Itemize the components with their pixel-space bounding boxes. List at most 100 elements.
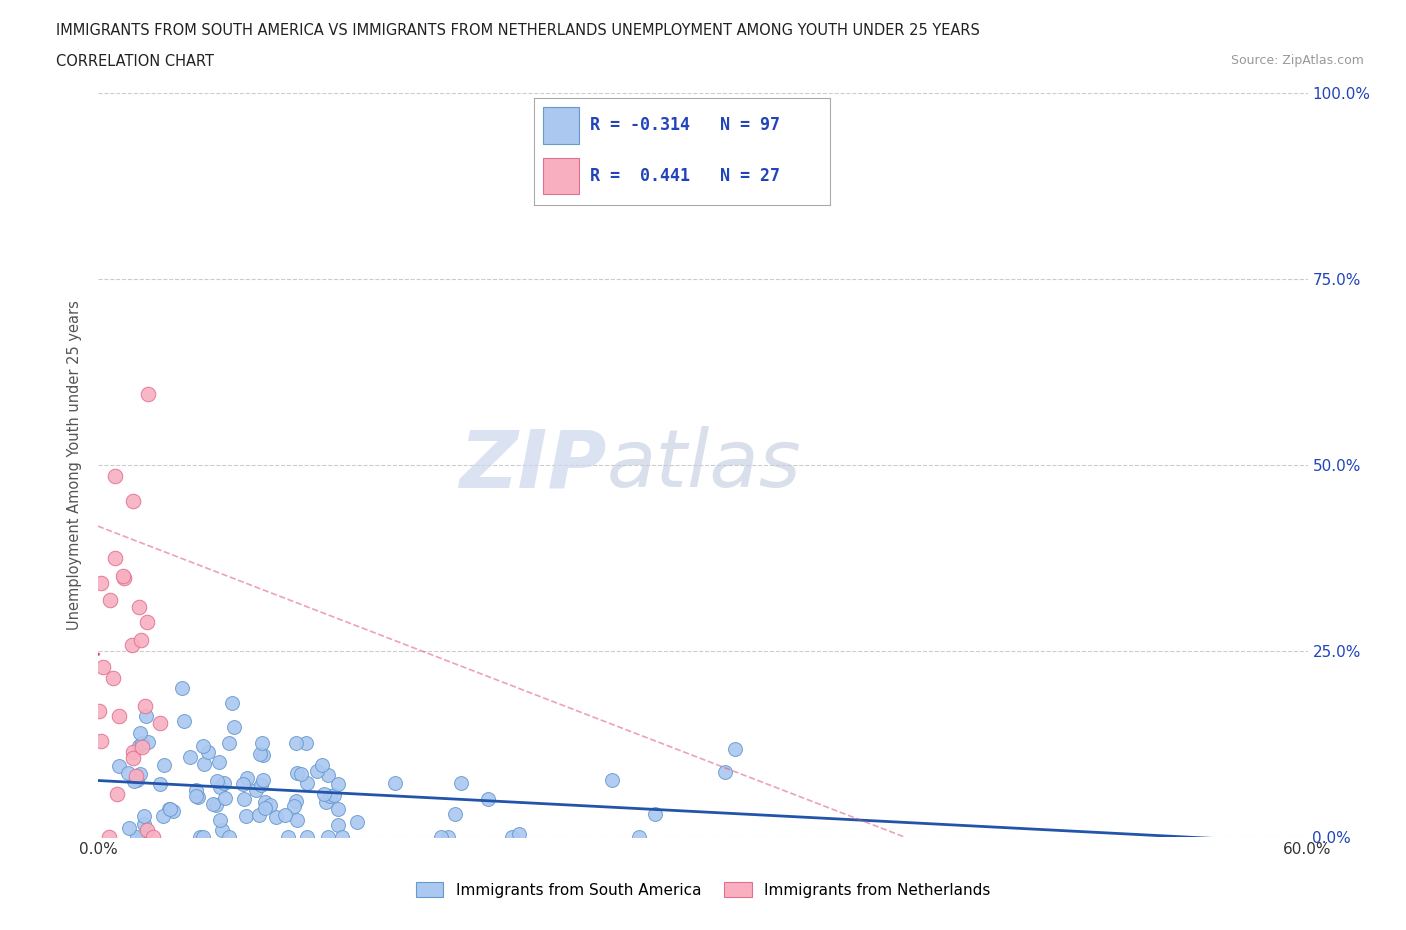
Point [274, 808, 297, 823]
Point [153, 757, 176, 772]
Point [346, 815, 368, 830]
Point [90, 733, 112, 748]
Point [218, 736, 240, 751]
Point [316, 830, 339, 844]
Point [252, 773, 274, 788]
Bar [543, 107, 579, 143]
Point [131, 739, 153, 754]
Point [89, 703, 111, 718]
Text: IMMIGRANTS FROM SOUTH AMERICA VS IMMIGRANTS FROM NETHERLANDS UNEMPLOYMENT AMONG : IMMIGRANTS FROM SOUTH AMERICA VS IMMIGRA… [56, 23, 980, 38]
Point [186, 783, 208, 798]
Point [312, 787, 335, 802]
Point [209, 813, 232, 828]
Point [305, 764, 328, 778]
Point [98, 592, 121, 607]
Point [173, 713, 195, 728]
Point [714, 764, 737, 779]
Point [477, 791, 499, 806]
Point [91, 659, 114, 674]
Point [450, 776, 472, 790]
Point [221, 696, 243, 711]
Point [122, 744, 145, 759]
Point [283, 799, 305, 814]
Point [247, 807, 270, 822]
Point [135, 615, 157, 630]
Point [259, 797, 281, 812]
Point [284, 793, 307, 808]
Point [644, 806, 666, 821]
Point [214, 791, 236, 806]
Point [600, 773, 623, 788]
Point [108, 709, 131, 724]
Point [249, 747, 271, 762]
Point [316, 768, 339, 783]
Point [118, 821, 141, 836]
Point [142, 830, 165, 844]
Point [233, 791, 256, 806]
Point [384, 776, 406, 790]
Point [311, 757, 333, 772]
Point [162, 804, 184, 818]
Point [136, 734, 159, 749]
Point [326, 777, 349, 791]
Point [149, 715, 172, 730]
Point [104, 468, 127, 483]
Point [236, 771, 259, 786]
Point [188, 830, 211, 844]
Point [297, 830, 319, 844]
Point [121, 751, 143, 765]
Point [444, 806, 467, 821]
Text: CORRELATION CHART: CORRELATION CHART [56, 54, 214, 69]
Point [254, 800, 277, 815]
Point [628, 830, 651, 844]
Point [159, 802, 181, 817]
Point [132, 817, 155, 831]
Point [179, 750, 201, 764]
Point [319, 789, 342, 804]
Point [193, 830, 215, 844]
Point [212, 776, 235, 790]
Point [224, 719, 246, 734]
Point [277, 830, 299, 844]
Text: atlas: atlas [606, 426, 801, 504]
Point [266, 809, 288, 824]
Point [157, 802, 180, 817]
Point [250, 777, 273, 792]
Point [187, 790, 209, 804]
Point [134, 698, 156, 713]
Point [135, 709, 157, 724]
Point [284, 736, 307, 751]
Point [129, 725, 152, 740]
Point [294, 736, 316, 751]
Point [125, 768, 148, 783]
Point [285, 765, 308, 780]
Point [136, 823, 159, 838]
Point [108, 759, 131, 774]
Point [90, 576, 112, 591]
Point [104, 551, 127, 565]
Point [211, 822, 233, 837]
Point [232, 777, 254, 791]
Point [152, 809, 174, 824]
Point [117, 765, 139, 780]
Point [218, 830, 240, 844]
Point [252, 748, 274, 763]
Point [128, 739, 150, 754]
Point [202, 796, 225, 811]
Point [125, 830, 148, 844]
Point [101, 671, 124, 685]
Point [250, 736, 273, 751]
Point [132, 808, 155, 823]
Point [315, 794, 337, 809]
Point [114, 571, 136, 586]
Point [253, 794, 276, 809]
Point [501, 830, 523, 844]
Point [285, 813, 308, 828]
Point [330, 830, 353, 844]
Point [208, 754, 231, 769]
Point [184, 788, 207, 803]
Text: ZIP: ZIP [458, 426, 606, 504]
Point [326, 817, 349, 832]
Point [131, 736, 153, 751]
Point [129, 767, 152, 782]
